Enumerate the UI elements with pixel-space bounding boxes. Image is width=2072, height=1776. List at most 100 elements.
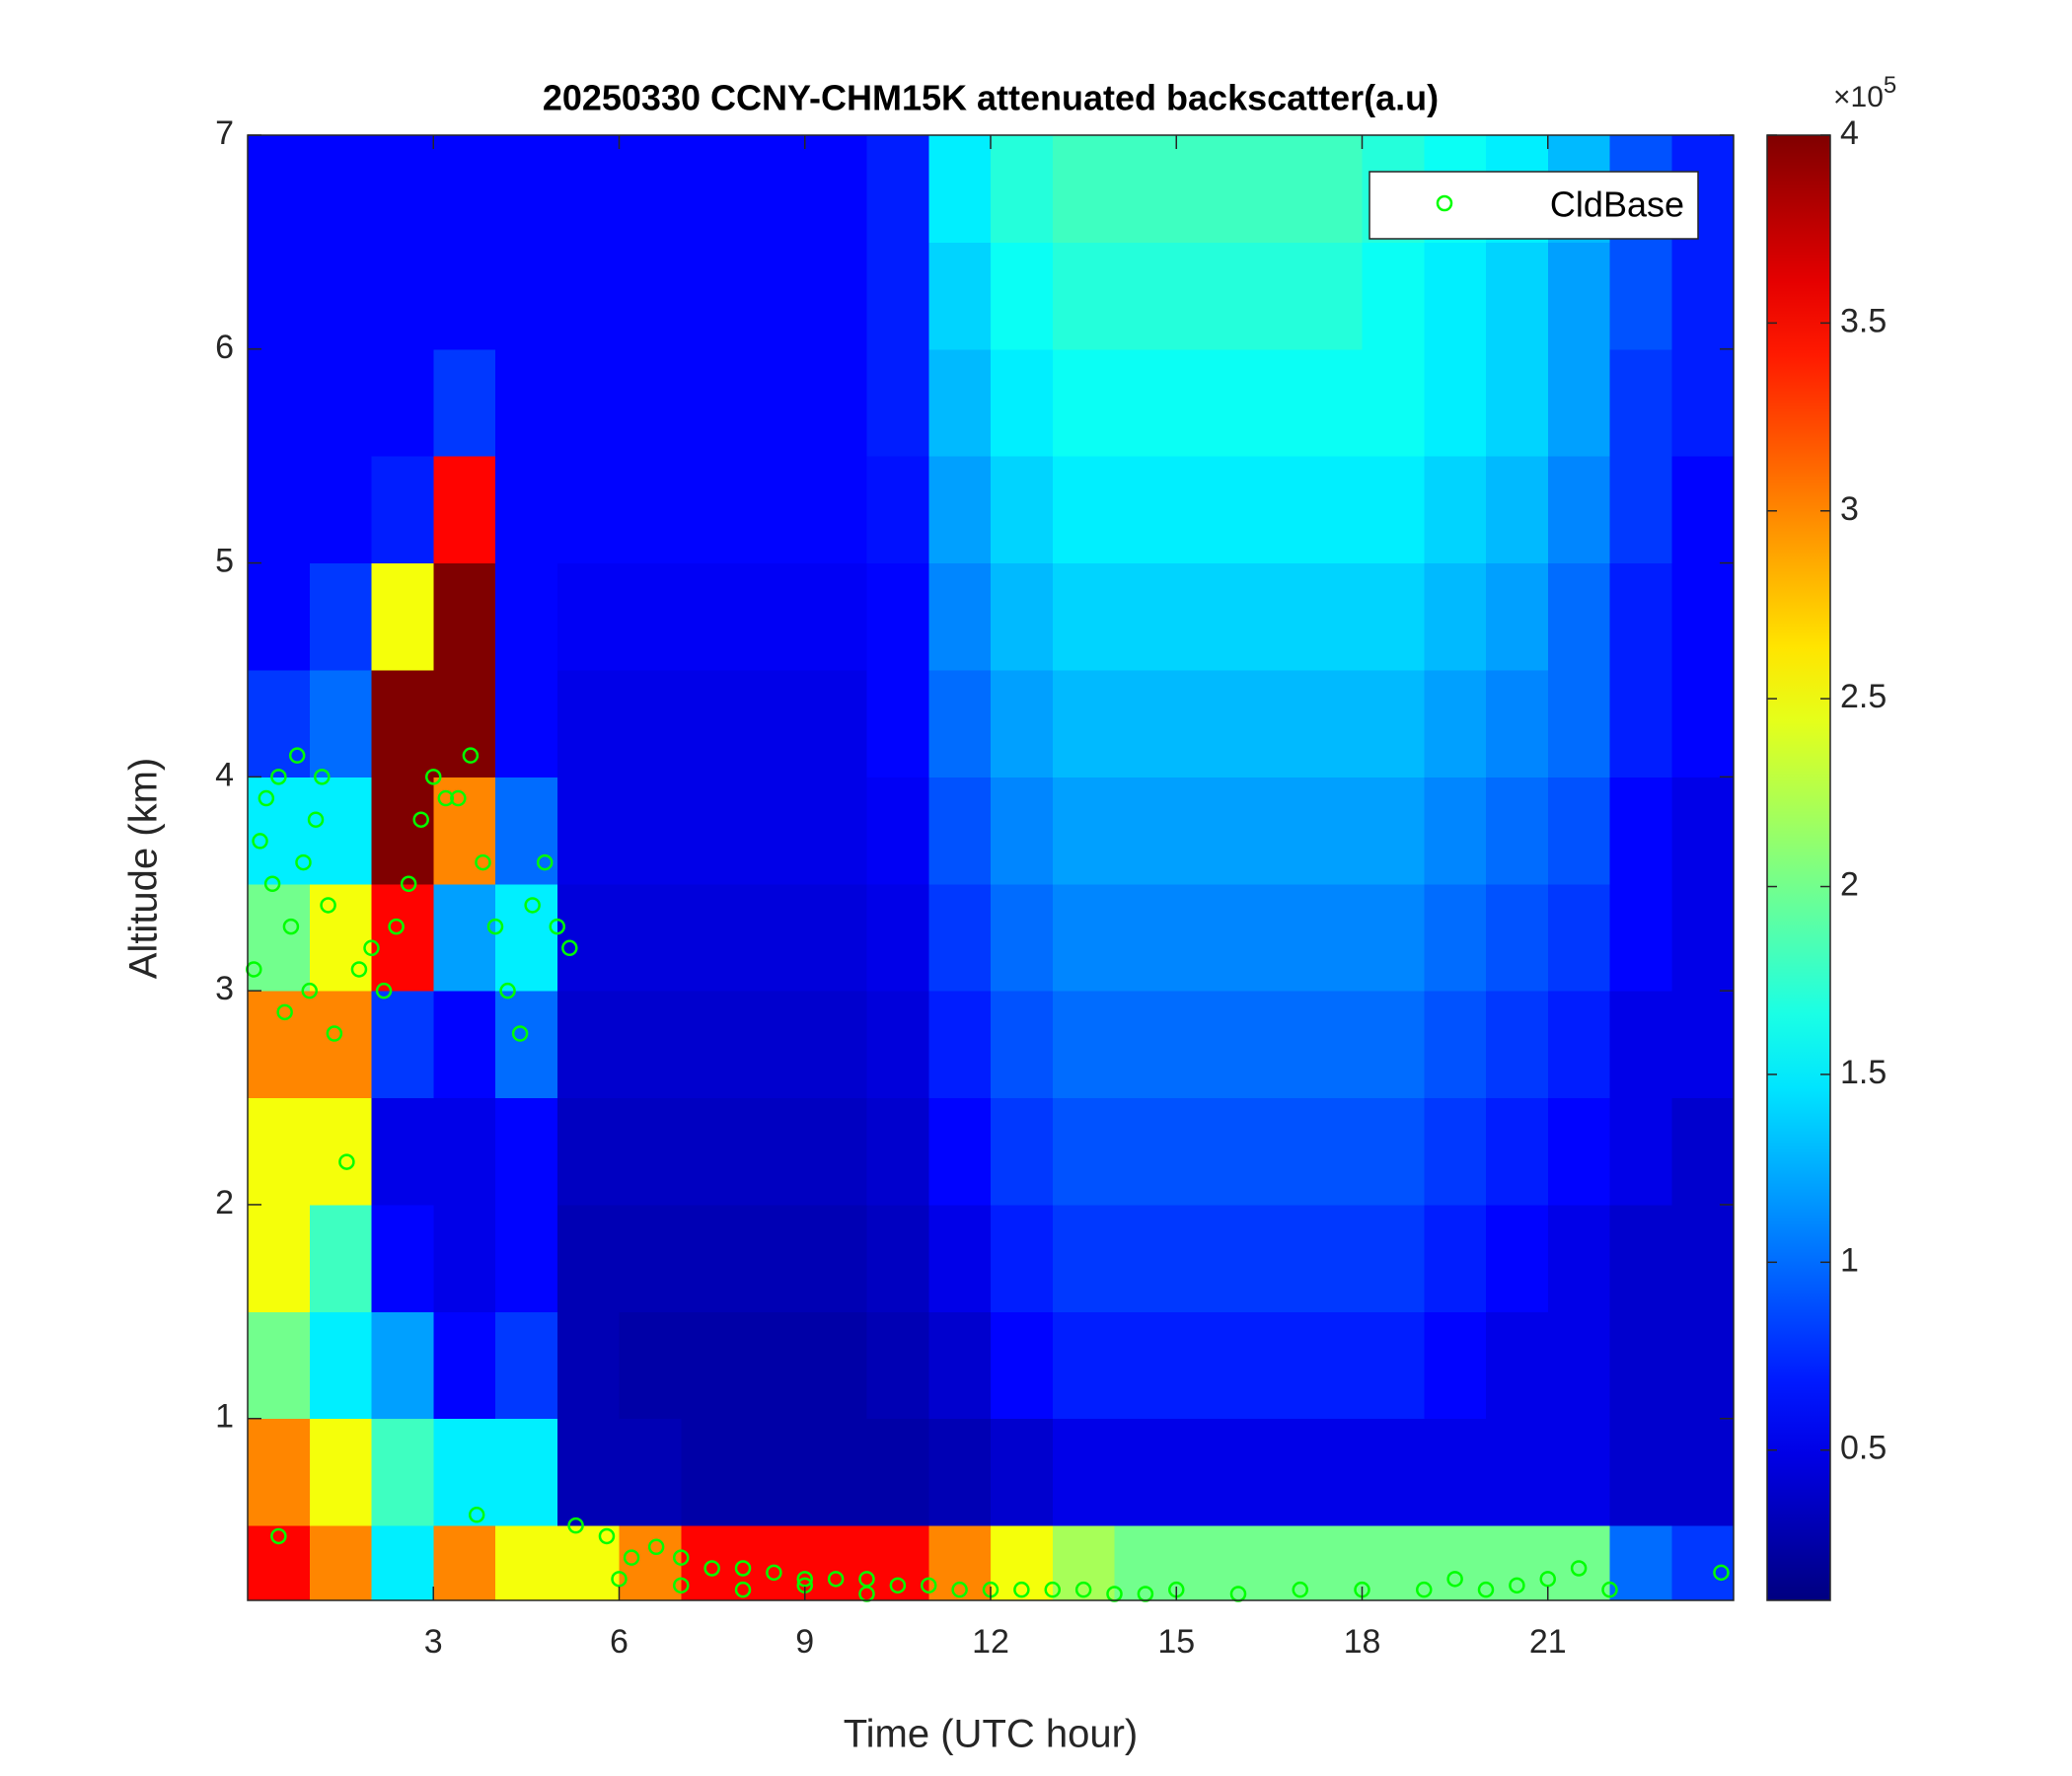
scatter-point [1074, 1581, 1092, 1598]
colorbar-tick-label: 4 [1840, 114, 1859, 152]
heatmap-cell [804, 883, 867, 992]
scatter-point [536, 853, 554, 871]
heatmap-cell [1424, 1525, 1487, 1601]
heatmap-cell [619, 1097, 682, 1206]
heatmap-cell [1486, 562, 1549, 671]
heatmap-cell [991, 1204, 1054, 1312]
heatmap-cell [1671, 242, 1735, 350]
scatter-point [734, 1581, 752, 1598]
heatmap-cell [1238, 1097, 1301, 1206]
heatmap-cell [804, 777, 867, 885]
heatmap-cell [433, 1418, 496, 1526]
heatmap-cell [495, 1311, 558, 1420]
heatmap-cell [1052, 562, 1115, 671]
scatter-point [388, 918, 405, 935]
heatmap-cell [556, 991, 620, 1099]
heatmap-cell [1299, 883, 1363, 992]
heatmap-cell [866, 1097, 929, 1206]
heatmap-cell [1671, 1418, 1735, 1526]
heatmap-cell [1052, 135, 1115, 243]
heatmap-cell [1114, 1204, 1177, 1312]
heatmap-cell [681, 669, 744, 777]
heatmap-cell [371, 1097, 434, 1206]
scatter-point [486, 918, 504, 935]
heatmap-cell [743, 348, 806, 457]
scatter-point [450, 789, 467, 807]
heatmap-cell [991, 991, 1054, 1099]
legend-marker [1436, 194, 1453, 212]
heatmap-cell [928, 456, 992, 564]
heatmap-cell [371, 348, 434, 457]
heatmap-cell [1486, 669, 1549, 777]
scatter-point [1509, 1577, 1525, 1594]
heatmap-cell [1052, 1204, 1115, 1312]
heatmap-cell [866, 1204, 929, 1312]
heatmap-cell [619, 1418, 682, 1526]
heatmap-cell [1486, 242, 1549, 350]
heatmap-cell [1486, 1418, 1549, 1526]
scatter-point [400, 875, 417, 893]
heatmap-cell [681, 135, 744, 243]
heatmap-cell [433, 1311, 496, 1420]
heatmap-cell [1238, 562, 1301, 671]
heatmap-cell [619, 777, 682, 885]
heatmap-cell [1547, 1204, 1610, 1312]
heatmap-cell [1238, 1525, 1301, 1601]
heatmap-cell [1424, 669, 1487, 777]
scatter-point [412, 811, 429, 828]
scatter-point [827, 1571, 845, 1588]
scatter-point [511, 1025, 529, 1042]
heatmap-cell [433, 1525, 496, 1601]
heatmap-cell [1052, 777, 1115, 885]
y-axis-label: Altitude (km) [122, 758, 166, 980]
heatmap-cell [1362, 991, 1425, 1099]
heatmap-cell [1176, 1204, 1239, 1312]
heatmap-cell [743, 669, 806, 777]
heatmap-cell [866, 883, 929, 992]
heatmap-cell [1362, 1525, 1425, 1601]
heatmap-cell [743, 456, 806, 564]
heatmap-cell [991, 1097, 1054, 1206]
heatmap-cell [1238, 242, 1301, 350]
heatmap-cell [804, 456, 867, 564]
scatter-point [326, 1025, 343, 1042]
heatmap-cell [1114, 456, 1177, 564]
x-tick-label: 15 [1157, 1623, 1195, 1661]
heatmap-cell [309, 1097, 372, 1206]
heatmap-cell [1424, 1204, 1487, 1312]
heatmap-cell [495, 777, 558, 885]
scatter-point [766, 1564, 782, 1582]
scatter-point [951, 1581, 968, 1598]
x-tick-label: 6 [610, 1623, 629, 1661]
colorbar-scale: ×105 [1833, 72, 1896, 113]
heatmap-cell [248, 669, 311, 777]
heatmap-cell [1362, 669, 1425, 777]
heatmap-cell [1114, 777, 1177, 885]
scatter-point [425, 769, 442, 785]
heatmap-cell [681, 1097, 744, 1206]
heatmap-cell [495, 135, 558, 243]
heatmap-cell [1238, 777, 1301, 885]
heatmap-cell [1547, 348, 1610, 457]
colorbar-scale-exponent: 5 [1884, 72, 1896, 99]
scatter-point [921, 1577, 937, 1594]
heatmap-cell [1114, 135, 1177, 243]
heatmap-cell [1671, 669, 1735, 777]
heatmap-cell [1052, 883, 1115, 992]
heatmap-cell [433, 1097, 496, 1206]
heatmap-cell [991, 777, 1054, 885]
heatmap-cell [1052, 1311, 1115, 1420]
colorbar [1766, 134, 1831, 1601]
heatmap-cell [1547, 1311, 1610, 1420]
heatmap-cell [991, 348, 1054, 457]
heatmap-cell [1424, 1097, 1487, 1206]
heatmap-cell [1486, 883, 1549, 992]
heatmap-cell [248, 1204, 311, 1312]
heatmap-cell [556, 1311, 620, 1420]
heatmap-cell [556, 135, 620, 243]
heatmap-cell [1424, 1418, 1487, 1526]
heatmap-cell [866, 456, 929, 564]
heatmap-cell [1486, 777, 1549, 885]
heatmap-cell [1609, 1525, 1672, 1601]
heatmap-cell [804, 348, 867, 457]
